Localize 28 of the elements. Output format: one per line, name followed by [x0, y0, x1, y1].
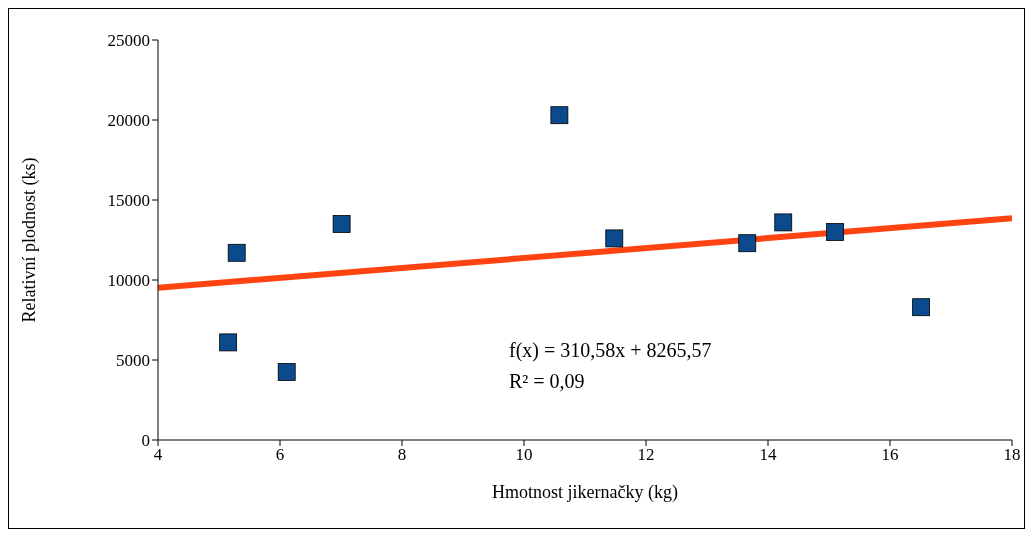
y-tick-label: 0: [141, 431, 150, 451]
x-tick-label: 18: [1003, 445, 1021, 465]
y-tick-label: 15000: [107, 191, 150, 211]
x-tick-label: 8: [397, 445, 407, 465]
x-tick-label: 12: [637, 445, 655, 465]
point: [227, 243, 246, 262]
x-tick-label: 16: [881, 445, 899, 465]
x-tick-label: 10: [515, 445, 533, 465]
x-tick-label: 4: [153, 445, 163, 465]
y-tick-label: 10000: [107, 271, 150, 291]
annotation: f(x) = 310,58x + 8265,57: [509, 338, 712, 364]
point: [550, 106, 569, 125]
point: [912, 298, 931, 317]
y-tick-label: 25000: [107, 31, 150, 51]
point: [277, 363, 296, 381]
y-tick-label: 5000: [116, 351, 150, 371]
point: [219, 333, 238, 352]
point: [605, 229, 624, 248]
point: [332, 215, 351, 233]
point: [774, 213, 793, 232]
point: [738, 234, 757, 253]
x-tick-label: 6: [275, 445, 285, 465]
point: [826, 223, 844, 241]
y-tick-label: 20000: [107, 111, 150, 131]
y-axis-title: Relativní plodnost (ks): [19, 157, 41, 323]
annotation: R² = 0,09: [509, 369, 586, 394]
x-tick-label: 14: [759, 445, 777, 465]
x-axis-title: Hmotnost jikernačky (kg): [492, 482, 678, 503]
